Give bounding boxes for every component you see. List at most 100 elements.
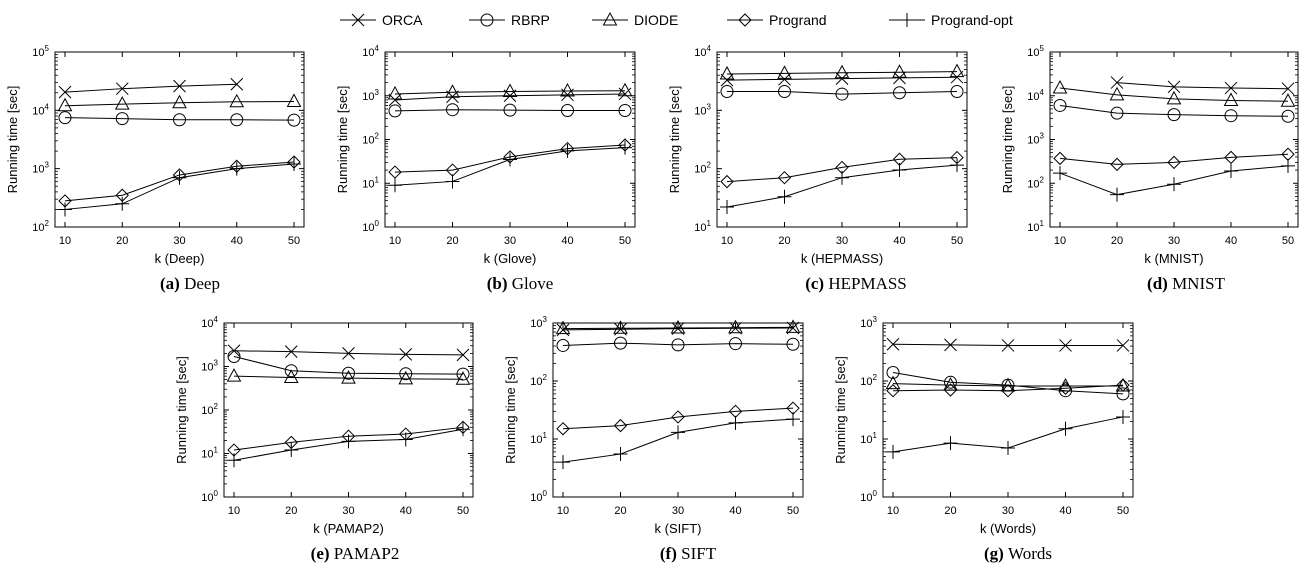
y-tick-label: 103 xyxy=(201,359,218,374)
data-point xyxy=(950,70,964,84)
data-point xyxy=(446,103,459,117)
panel-caption: (c) HEPMASS xyxy=(805,274,907,293)
data-point xyxy=(230,113,244,127)
data-point xyxy=(729,337,742,351)
series-rbrp xyxy=(1053,98,1295,123)
data-point xyxy=(456,367,470,381)
x-tick-label: 20 xyxy=(446,235,458,247)
data-point xyxy=(1281,109,1295,123)
data-point xyxy=(720,174,734,189)
data-point xyxy=(229,161,244,176)
x-tick-label: 20 xyxy=(944,505,956,517)
series-progrand xyxy=(886,378,1130,398)
data-point xyxy=(720,73,734,87)
x-tick-label: 50 xyxy=(288,235,300,247)
data-point xyxy=(342,347,355,360)
data-point xyxy=(613,418,628,433)
series-orca xyxy=(720,70,964,87)
data-point xyxy=(886,444,900,459)
series-progrand-opt xyxy=(388,140,632,193)
data-point xyxy=(284,443,299,458)
data-point xyxy=(560,143,575,158)
legend-item-progrand: Progrand xyxy=(727,12,827,28)
panel-words: 100 101 102 103 10 20 30 40 50 k (Words) Running t… xyxy=(833,315,1134,563)
panel-caption: (d) MNIST xyxy=(1147,274,1226,293)
panel-deep: 102 103 104 105 10 20 30 40 50 k (Deep) Running ti… xyxy=(5,44,305,293)
x-tick-label: 20 xyxy=(285,505,297,517)
data-point xyxy=(618,104,632,118)
data-point xyxy=(455,371,471,385)
data-point xyxy=(58,202,72,217)
plot-frame xyxy=(1049,51,1299,228)
data-point xyxy=(1167,80,1181,94)
x-tick-label: 30 xyxy=(672,505,684,517)
data-point xyxy=(778,85,791,99)
y-tick-label: 103 xyxy=(1027,132,1044,147)
data-point xyxy=(283,369,299,383)
data-point xyxy=(556,455,570,470)
data-point xyxy=(720,85,734,99)
data-point xyxy=(885,375,901,390)
data-point xyxy=(1167,108,1181,122)
data-point xyxy=(173,113,186,127)
x-tick-label: 10 xyxy=(887,505,899,517)
legend-label: DIODE xyxy=(634,12,678,28)
data-point xyxy=(1110,187,1124,202)
y-axis-label: Running time [sec] xyxy=(174,356,189,464)
series-line xyxy=(1059,87,1289,102)
data-point xyxy=(1167,155,1181,170)
y-axis-label: Running time [sec] xyxy=(503,356,518,464)
y-tick-label: 101 xyxy=(860,431,877,446)
data-point xyxy=(284,345,298,358)
x-tick-label: 30 xyxy=(836,235,848,247)
y-tick-label: 102 xyxy=(201,402,218,417)
series-progrand-opt xyxy=(1053,158,1295,202)
data-point xyxy=(777,189,792,204)
plot-frame xyxy=(384,51,636,228)
y-tick-label: 104 xyxy=(362,44,379,59)
x-tick-label: 10 xyxy=(389,235,401,247)
data-point xyxy=(1109,86,1125,101)
panel-sift: 100 101 102 103 10 20 30 40 50 k (SIFT) Running ti… xyxy=(503,315,804,563)
y-tick-label: 101 xyxy=(530,431,547,446)
panels: 102 103 104 105 10 20 30 40 50 k (Deep) Running ti… xyxy=(5,44,1299,563)
series-line xyxy=(64,83,237,93)
data-point xyxy=(777,65,792,79)
x-tick-label: 10 xyxy=(59,235,71,247)
x-tick-label: 40 xyxy=(1059,505,1071,517)
data-point xyxy=(388,104,402,118)
legend: ORCA RBRP DIODE Progrand Progrand-opt xyxy=(340,11,1013,28)
x-tick-label: 10 xyxy=(721,235,733,247)
series-diode xyxy=(57,93,302,112)
data-point xyxy=(1224,109,1238,123)
y-axis-label: Running time [sec] xyxy=(1000,86,1015,194)
panel-caption: (b) Glove xyxy=(487,274,554,293)
data-point xyxy=(1224,164,1238,179)
data-point xyxy=(1281,158,1295,173)
series-progrand-opt xyxy=(58,157,301,217)
y-tick-label: 102 xyxy=(694,161,711,176)
series-rbrp xyxy=(886,366,1130,401)
series-line xyxy=(1116,82,1289,90)
data-point xyxy=(1110,157,1124,172)
data-point xyxy=(556,338,570,352)
x-tick-label: 30 xyxy=(342,505,354,517)
x-tick-label: 10 xyxy=(557,505,569,517)
series-progrand-opt xyxy=(227,422,470,468)
data-point xyxy=(1052,79,1068,94)
x-tick-label: 50 xyxy=(457,505,469,517)
legend-label: Progrand-opt xyxy=(931,12,1013,28)
x-axis-label: k (Deep) xyxy=(155,251,205,266)
data-point xyxy=(1224,81,1238,95)
series-rbrp xyxy=(556,336,800,352)
data-point xyxy=(172,94,187,109)
series-line xyxy=(726,157,958,183)
x-tick-label: 30 xyxy=(504,235,516,247)
series-progrand-opt xyxy=(556,412,800,470)
series-progrand xyxy=(720,150,964,189)
data-point xyxy=(786,412,800,427)
data-point xyxy=(1110,76,1124,89)
y-tick-label: 103 xyxy=(530,315,547,330)
data-point xyxy=(613,447,628,462)
series-progrand xyxy=(1053,147,1295,172)
